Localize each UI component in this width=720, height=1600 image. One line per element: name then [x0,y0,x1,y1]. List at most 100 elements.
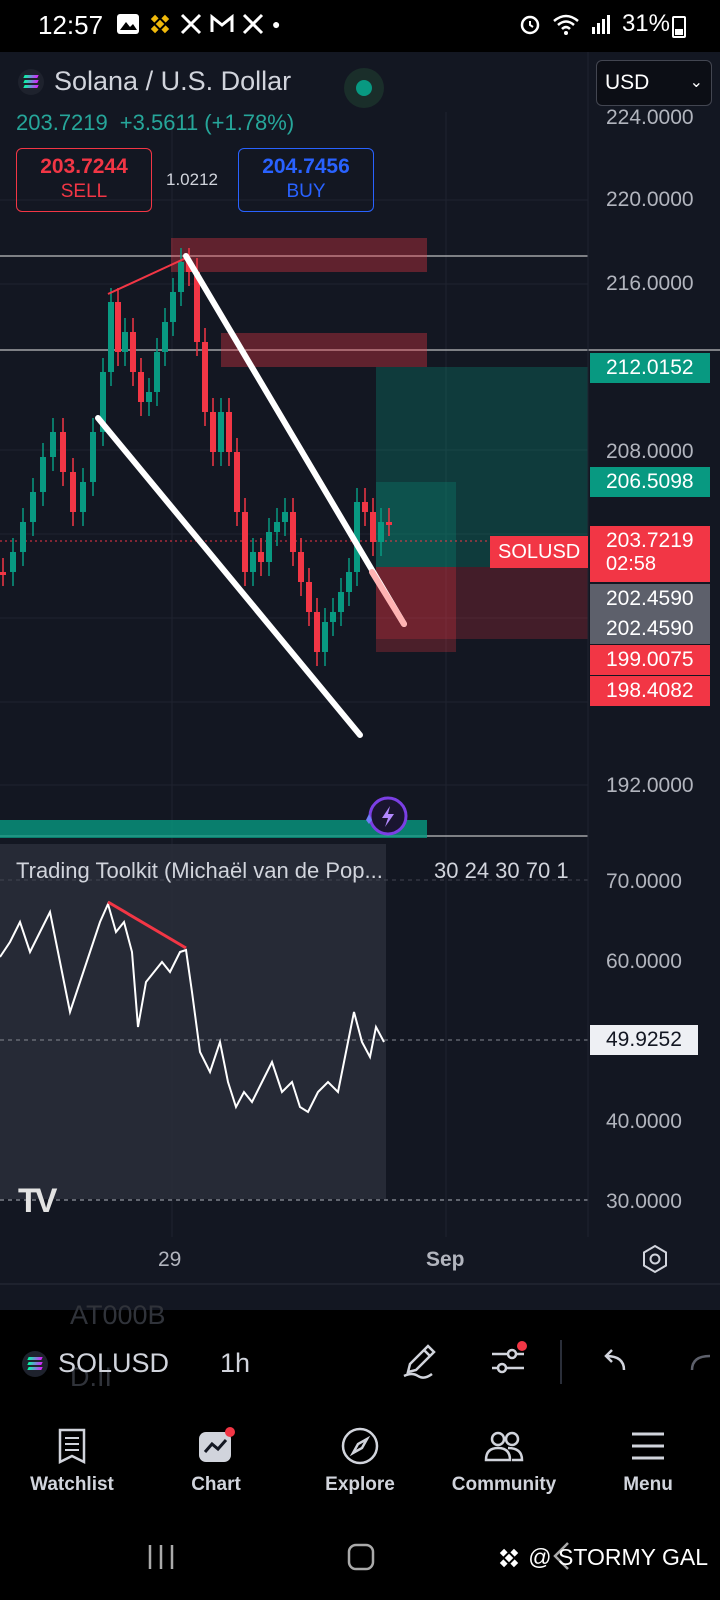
sell-label: SELL [60,181,108,202]
candle-body [0,572,6,575]
buy-button[interactable]: 204.7456 BUY [238,148,374,212]
channel-upper-line[interactable] [183,253,407,627]
nav-explore[interactable]: Explore [288,1412,432,1520]
candle-body [306,582,312,612]
bar-countdown: 02:58 [606,553,657,575]
oscillator-value-tag: 49.9252 [590,1025,698,1055]
sell-button[interactable]: 203.7244 SELL [16,148,152,212]
candle-body [170,292,176,322]
channel-lower-line[interactable] [95,415,363,738]
indicator-title[interactable]: Trading Toolkit (Michaël van de Pop... [16,858,383,883]
community-icon [484,1431,524,1462]
timeframe-button[interactable]: 1h [220,1348,251,1378]
symbol-price-tag: SOLUSD [490,536,589,568]
candle-body [40,457,46,492]
ghost-text: D.II [70,1362,113,1392]
market-status-icon[interactable] [344,68,384,108]
gmail-icon [210,14,234,32]
candle-body [138,372,144,402]
candle-body [122,332,128,352]
x-icon [180,13,202,35]
candle-body [242,512,248,572]
candle-body [282,512,288,522]
ghost-text: AT000B [70,1300,166,1330]
indicator-params[interactable]: 30 24 30 70 1 [434,858,569,883]
symbol-header[interactable]: Solana / U.S. Dollar [18,66,291,97]
candle-body [330,612,336,622]
undo-icon[interactable] [592,1338,636,1382]
chart-canvas[interactable] [0,52,720,1310]
drawing-tools-icon[interactable] [398,1338,442,1382]
long-position-target[interactable] [376,367,588,567]
candle-body [226,412,232,452]
channel-upper-extension [369,569,407,627]
candle-body [354,502,360,572]
price-tag-target[interactable]: 212.0152 [590,353,710,383]
supply-zone-top[interactable] [171,238,427,272]
indicators-icon[interactable] [486,1338,530,1382]
redo-icon[interactable] [690,1338,720,1382]
candle-body [250,552,256,572]
menu-icon [632,1432,664,1460]
nav-label: Community [451,1474,557,1495]
price-axis-label: 224.0000 [606,106,694,129]
nav-chart[interactable]: Chart [144,1412,288,1520]
candle-body [298,552,304,582]
candle-body [186,262,192,272]
price-tag-stop[interactable]: 198.4082 [590,676,710,706]
spread-value: 1.0212 [166,170,218,189]
price-tag-stop[interactable]: 199.0075 [590,645,710,675]
status-bar: 12:57 ● 31% [0,0,720,52]
price-summary: 203.7219 +3.5611 (+1.78%) [16,110,294,136]
price-axis-label: 192.0000 [606,774,694,797]
candle-body [378,522,384,542]
currency-select[interactable]: USD ⌄ [596,60,712,106]
solana-logo-icon [18,68,44,95]
price-tag-grey[interactable]: 202.4590 [590,614,710,644]
price-axis-label: 220.0000 [606,188,694,211]
candle-body [314,612,320,652]
chart-app: Solana / U.S. Dollar USD ⌄ 203.7219 +3.5… [0,52,720,1310]
long-position-stop[interactable] [376,567,588,639]
symbol-search-button[interactable]: SOLUSD [22,1348,169,1379]
x-icon [242,13,264,35]
osc-axis-label: 40.0000 [606,1110,682,1133]
alarm-icon [520,15,540,35]
nav-menu[interactable]: Menu [576,1412,720,1520]
current-price-tag: 203.7219 02:58 [590,526,710,582]
candle-body [290,512,296,552]
home-icon[interactable] [346,1542,376,1572]
candle-body [258,552,264,562]
back-icon[interactable] [550,1540,574,1572]
candle-body [154,352,160,392]
price-tag-grey[interactable]: 202.4590 [590,584,710,614]
chart-settings-icon[interactable] [640,1244,670,1274]
chevron-down-icon: ⌄ [689,74,703,91]
osc-axis-label: 30.0000 [606,1190,682,1213]
price-tag-entry[interactable]: 206.5098 [590,467,710,497]
nav-label: Menu [623,1474,673,1495]
candle-body [178,262,184,292]
candle-body [274,522,280,532]
nav-community[interactable]: Community [432,1412,576,1520]
price-change: +3.5611 [119,110,199,135]
chart-icon [199,1427,235,1462]
supply-zone-mid[interactable] [221,333,427,367]
candle-body [60,432,66,472]
candle-body [10,552,16,572]
candle-body [218,412,224,452]
candle-body [202,342,208,412]
battery-icon [672,16,686,38]
watchlist-icon [58,1428,86,1465]
nav-watchlist[interactable]: Watchlist [0,1412,144,1520]
toolbar-separator [560,1340,562,1384]
currency-value: USD [605,71,650,94]
clock: 12:57 [38,10,104,40]
nav-label: Chart [191,1474,241,1495]
ai-assistant-icon[interactable] [366,796,408,836]
demand-zone[interactable] [0,820,427,838]
oscillator-divergence-line [107,900,187,950]
recent-apps-icon[interactable] [146,1542,176,1572]
tradingview-logo-icon[interactable]: TV [18,1182,58,1220]
notification-icons: ● [116,12,280,36]
